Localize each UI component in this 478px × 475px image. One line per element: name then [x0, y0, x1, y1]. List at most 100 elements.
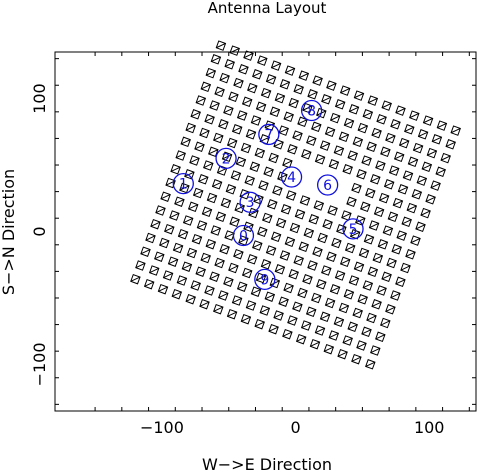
antenna-marker	[338, 302, 350, 314]
antenna-slash	[273, 141, 284, 147]
antenna-square	[323, 343, 335, 355]
antenna-square	[213, 303, 224, 315]
antenna-slash	[359, 250, 369, 256]
antenna-marker	[334, 270, 346, 281]
antenna-slash	[242, 99, 253, 105]
antenna-slash	[263, 169, 274, 175]
antenna-slash	[278, 127, 289, 134]
antenna-square	[390, 119, 401, 130]
antenna-marker	[396, 230, 407, 241]
antenna-slash	[233, 80, 244, 86]
antenna-marker	[306, 135, 317, 146]
antenna-slash	[276, 220, 286, 226]
antenna-square	[371, 299, 382, 310]
antenna-marker	[236, 281, 248, 292]
antenna-slash	[247, 256, 258, 262]
antenna-square	[436, 120, 448, 131]
antenna-slash	[174, 199, 185, 205]
antenna-square	[229, 216, 240, 228]
antenna-slash	[187, 250, 197, 256]
antenna-marker	[205, 238, 217, 250]
antenna-marker	[360, 201, 371, 213]
antenna-square	[180, 136, 191, 148]
antenna-square	[298, 70, 310, 81]
antenna-square	[219, 72, 230, 84]
antenna-marker	[342, 164, 353, 175]
antenna-marker	[390, 290, 401, 301]
antenna-marker	[247, 82, 258, 94]
antenna-marker	[313, 200, 325, 211]
antenna-square	[321, 265, 332, 276]
antenna-slash	[256, 275, 266, 281]
antenna-marker	[392, 197, 404, 209]
antenna-marker	[278, 296, 289, 307]
antenna-slash	[271, 234, 281, 240]
antenna-square	[284, 65, 296, 76]
antenna-slash	[144, 281, 155, 287]
antenna-square	[267, 199, 278, 210]
antenna-marker	[324, 297, 336, 309]
antenna-square	[240, 142, 252, 154]
antenna-square	[269, 106, 281, 118]
antenna-slash	[418, 131, 428, 137]
antenna-square	[254, 318, 265, 330]
antenna-marker	[267, 199, 278, 210]
antenna-marker	[361, 155, 372, 166]
antenna-square	[273, 310, 284, 321]
pad-circle	[342, 218, 364, 240]
antenna-square	[356, 169, 367, 180]
antenna-marker	[186, 247, 198, 259]
antenna-marker	[241, 267, 253, 279]
antenna-slash	[231, 172, 241, 179]
antenna-square	[210, 225, 222, 236]
antenna-marker	[371, 299, 382, 310]
antenna-marker	[366, 141, 377, 153]
antenna-slash	[303, 230, 314, 236]
antenna-square	[244, 175, 255, 186]
antenna-slash	[170, 166, 181, 172]
antenna-slash	[335, 101, 346, 107]
antenna-square	[317, 232, 328, 244]
antenna-slash	[234, 205, 245, 211]
antenna-slash	[185, 296, 196, 302]
antenna-slash	[315, 156, 325, 162]
antenna-marker	[292, 130, 303, 141]
antenna-slash	[311, 124, 322, 130]
antenna-square	[171, 288, 183, 300]
antenna-square	[282, 157, 293, 169]
x-tick-label: 0	[290, 418, 300, 437]
antenna-slash	[385, 306, 396, 312]
antenna-square	[224, 59, 235, 70]
antenna-square	[230, 170, 242, 181]
antenna-slash	[213, 306, 224, 312]
antenna-marker	[351, 353, 362, 365]
antenna-slash	[173, 245, 183, 251]
antenna-slash	[293, 86, 304, 92]
antenna-slash	[282, 331, 293, 337]
antenna-slash	[308, 216, 319, 222]
pad-circle	[316, 174, 339, 196]
antenna-square	[445, 139, 456, 150]
antenna-square	[279, 250, 291, 261]
antenna-marker	[175, 150, 186, 161]
antenna-slash	[163, 272, 173, 279]
antenna-slash	[164, 226, 175, 232]
antenna-square	[185, 122, 196, 134]
antenna-marker	[225, 184, 237, 195]
antenna-square	[396, 230, 407, 241]
antenna-square	[191, 233, 203, 245]
antenna-marker	[155, 205, 166, 216]
antenna-square	[250, 286, 262, 297]
antenna-square	[373, 206, 385, 218]
antenna-slash	[168, 259, 178, 265]
antenna-slash	[374, 209, 384, 215]
antenna-square	[405, 249, 416, 260]
antenna-slash	[355, 217, 366, 224]
antenna-marker	[240, 313, 252, 325]
antenna-marker	[316, 279, 327, 290]
antenna-marker	[422, 115, 434, 126]
antenna-slash	[158, 286, 168, 292]
antenna-square	[186, 247, 198, 259]
antenna-square	[450, 125, 461, 136]
antenna-slash	[210, 227, 221, 234]
